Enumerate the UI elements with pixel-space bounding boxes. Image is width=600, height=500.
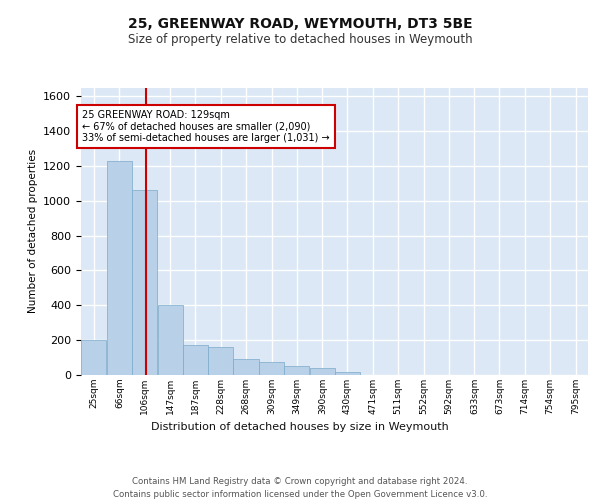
Bar <box>310 368 335 375</box>
Text: 25 GREENWAY ROAD: 129sqm
← 67% of detached houses are smaller (2,090)
33% of sem: 25 GREENWAY ROAD: 129sqm ← 67% of detach… <box>82 110 330 144</box>
Bar <box>233 360 259 375</box>
Bar <box>182 344 208 375</box>
Bar <box>158 306 183 375</box>
Bar <box>335 372 360 375</box>
Bar <box>132 190 157 375</box>
Bar <box>81 340 106 375</box>
Text: 25, GREENWAY ROAD, WEYMOUTH, DT3 5BE: 25, GREENWAY ROAD, WEYMOUTH, DT3 5BE <box>128 18 472 32</box>
Bar <box>107 160 132 375</box>
Bar <box>284 366 309 375</box>
Y-axis label: Number of detached properties: Number of detached properties <box>28 149 38 314</box>
Text: Distribution of detached houses by size in Weymouth: Distribution of detached houses by size … <box>151 422 449 432</box>
Text: Size of property relative to detached houses in Weymouth: Size of property relative to detached ho… <box>128 32 472 46</box>
Bar <box>259 362 284 375</box>
Text: Contains HM Land Registry data © Crown copyright and database right 2024.
Contai: Contains HM Land Registry data © Crown c… <box>113 478 487 499</box>
Bar <box>208 347 233 375</box>
